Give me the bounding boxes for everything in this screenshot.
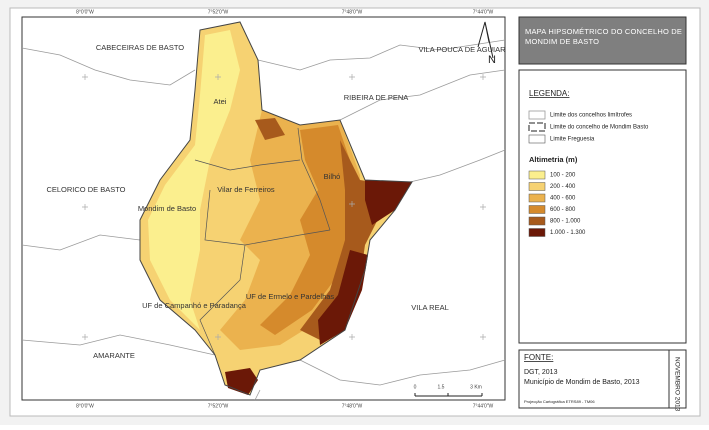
place-label: Mondim de Basto	[138, 204, 196, 213]
legend-label: Limite dos concelhos limítrofes	[550, 113, 632, 119]
north-arrow	[477, 21, 494, 59]
legend-swatch	[528, 205, 546, 214]
scale-label: 0	[414, 384, 417, 390]
elevation-zone	[148, 30, 240, 330]
title-box	[518, 16, 687, 65]
legend-label: 1.000 - 1.300	[550, 230, 586, 236]
coordinate-label: 8°0'0"W	[76, 9, 94, 15]
municipality-boundary	[139, 21, 413, 396]
legend-swatch	[528, 122, 546, 132]
place-label: Atei	[214, 97, 227, 106]
source-item: Município de Mondim de Basto, 2013	[524, 379, 640, 386]
place-label: RIBEIRA DE PENA	[344, 93, 409, 102]
boundary	[409, 149, 506, 183]
coordinate-label: 7°44'0"W	[473, 9, 494, 15]
coordinate-label: 7°52'0"W	[208, 9, 229, 15]
legend-class-items: 100 - 200 200 - 400 400 - 600 600 - 800 800 …	[528, 170, 586, 237]
elevation-zones	[140, 22, 412, 395]
source-title: FONTE:	[524, 353, 553, 362]
place-label: Bilhó	[324, 172, 341, 181]
place-label: UF de Ermelo e Pardelhas	[246, 292, 335, 301]
legend-box	[518, 69, 687, 344]
legend-label: Limite Freguesia	[550, 137, 595, 143]
coordinate-label: 7°44'0"W	[473, 403, 494, 409]
boundary	[299, 359, 506, 386]
grid-crosses	[82, 74, 486, 340]
source-box	[518, 349, 670, 409]
parish-boundaries	[194, 127, 331, 356]
altimetry-title: Altimetria (m)	[529, 155, 578, 164]
place-label: CELORICO DE BASTO	[46, 185, 125, 194]
boundary	[254, 389, 261, 401]
north-label: N	[488, 54, 496, 66]
legend-swatch	[528, 182, 546, 191]
legend-label: Limite do concelho de Mondim Basto	[550, 125, 649, 131]
boundary	[21, 334, 216, 356]
parish-line	[297, 127, 331, 231]
legend-swatch	[528, 134, 546, 144]
place-label: VILA POUCA DE AGUIAR	[418, 45, 506, 54]
parish-line	[199, 244, 246, 356]
boundary	[21, 234, 141, 251]
legend-label: 800 - 1.000	[550, 219, 581, 225]
scale-label: 3 Km	[470, 384, 482, 390]
place-label: AMARANTE	[93, 351, 135, 360]
place-label: Vilar de Ferreiros	[217, 185, 275, 194]
date-box	[668, 349, 687, 409]
elevation-zone	[318, 250, 368, 345]
legend-swatch	[528, 228, 546, 237]
legend-swatch	[528, 170, 546, 180]
scale-bar	[414, 393, 483, 397]
date-label: NOVEMBRO 2013	[673, 357, 680, 412]
neighbour-boundaries	[21, 39, 506, 401]
place-label: CABECEIRAS DE BASTO	[96, 43, 184, 52]
legend-label: 100 - 200	[550, 173, 576, 179]
place-label: UF de Campanhó e Paradança	[142, 301, 247, 310]
legend-title: LEGENDA:	[529, 89, 569, 98]
legend-swatch	[528, 193, 546, 203]
legend-line-items: Limite dos concelhos limítrofes Limite do…	[528, 110, 649, 144]
projection-note: Projecção Cartográfica ETRS89 - TM06	[524, 399, 595, 404]
cross	[82, 74, 486, 340]
boundary	[21, 47, 196, 86]
place-label: VILA REAL	[411, 303, 449, 312]
title: MAPA HIPSOMÉTRICO DO CONCELHO DE MONDIM D…	[525, 27, 682, 46]
coordinate-label: 7°52'0"W	[208, 403, 229, 409]
parish-line	[194, 159, 301, 171]
elevation-zone	[255, 118, 285, 140]
scale-label: 1.5	[438, 384, 445, 390]
legend-label: 400 - 600	[550, 196, 576, 202]
elevation-zone	[260, 125, 355, 335]
source-item: DGT, 2013	[524, 369, 558, 376]
legend-swatch	[528, 110, 546, 120]
coordinate-label: 7°48'0"W	[342, 9, 363, 15]
boundary	[257, 39, 506, 71]
boundary	[339, 69, 506, 121]
coordinate-label: 7°48'0"W	[342, 403, 363, 409]
legend-label: 200 - 400	[550, 184, 576, 190]
legend-label: 600 - 800	[550, 207, 576, 213]
coordinate-label: 8°0'0"W	[76, 403, 94, 409]
legend-swatch	[528, 216, 546, 226]
elevation-zone	[365, 180, 412, 225]
